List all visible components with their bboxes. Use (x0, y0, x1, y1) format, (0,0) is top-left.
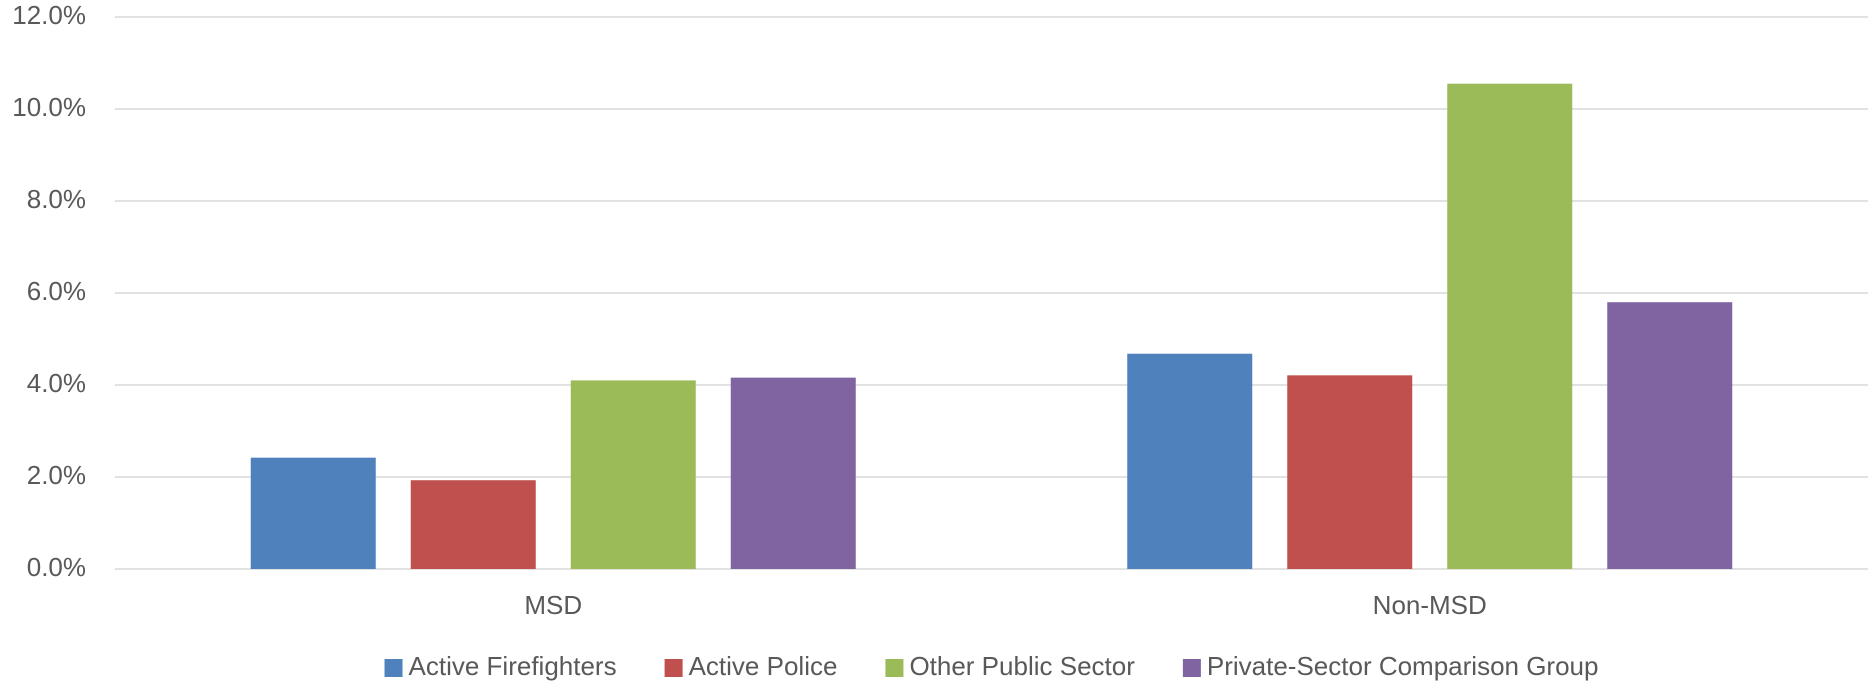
y-tick-label: 10.0% (12, 92, 86, 122)
bar (1287, 375, 1413, 569)
bar (1127, 353, 1253, 569)
legend-swatch (384, 659, 403, 677)
y-tick-label: 6.0% (27, 276, 86, 306)
legend-label: Private-Sector Comparison Group (1207, 651, 1599, 681)
legend-swatch (885, 659, 904, 677)
x-tick-label: Non-MSD (1373, 590, 1487, 620)
bar (1607, 302, 1733, 569)
y-tick-label: 2.0% (27, 460, 86, 490)
bar (410, 480, 536, 569)
legend-swatch (664, 659, 683, 677)
x-tick-label: MSD (524, 590, 582, 620)
legend-swatch (1182, 659, 1201, 677)
legend-label: Active Firefighters (409, 651, 617, 681)
bar (730, 377, 856, 569)
bar (570, 380, 696, 569)
bar (250, 457, 376, 569)
legend-label: Active Police (689, 651, 838, 681)
y-tick-label: 4.0% (27, 368, 86, 398)
y-tick-label: 8.0% (27, 184, 86, 214)
y-tick-label: 12.0% (12, 0, 86, 30)
y-tick-label: 0.0% (27, 552, 86, 582)
legend-label: Other Public Sector (909, 651, 1135, 681)
bar (1447, 83, 1573, 569)
